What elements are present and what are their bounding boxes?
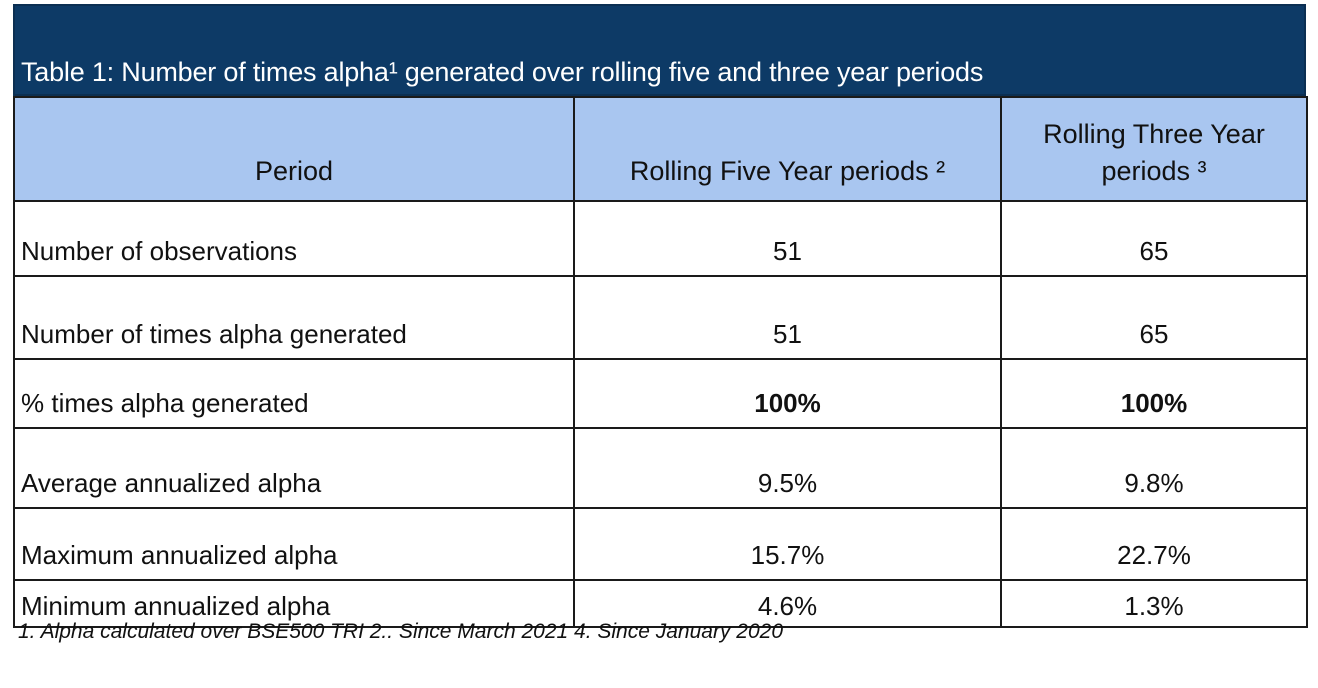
- row-label: Number of observations: [13, 200, 575, 277]
- header-five-year: Rolling Five Year periods ²: [573, 96, 1002, 202]
- five-year-value: 51: [573, 275, 1002, 360]
- table-title-bar: Table 1: Number of times alpha¹ generate…: [13, 4, 1306, 96]
- row-label: Average annualized alpha: [13, 427, 575, 509]
- table-row: Minimum annualized alpha 4.6% 1.3%: [13, 579, 1308, 628]
- row-label: Maximum annualized alpha: [13, 507, 575, 581]
- three-year-value: 9.8%: [1000, 427, 1308, 509]
- table-row: Maximum annualized alpha 15.7% 22.7%: [13, 507, 1308, 581]
- header-three-year: Rolling Three Year periods ³: [1000, 96, 1308, 202]
- three-year-value: 100%: [1000, 358, 1308, 429]
- five-year-value: 4.6%: [573, 579, 1002, 628]
- table-row: Number of times alpha generated 51 65: [13, 275, 1308, 360]
- table-row: % times alpha generated 100% 100%: [13, 358, 1308, 429]
- five-year-value: 9.5%: [573, 427, 1002, 509]
- table-row: Average annualized alpha 9.5% 9.8%: [13, 427, 1308, 509]
- alpha-table: Period Rolling Five Year periods ² Rolli…: [13, 96, 1308, 628]
- header-three-year-line2: periods ³: [1101, 156, 1207, 186]
- five-year-value: 51: [573, 200, 1002, 277]
- row-label: Number of times alpha generated: [13, 275, 575, 360]
- header-row: Period Rolling Five Year periods ² Rolli…: [13, 96, 1308, 202]
- header-three-year-line1: Rolling Three Year: [1043, 119, 1265, 149]
- header-period: Period: [13, 96, 575, 202]
- five-year-value: 100%: [573, 358, 1002, 429]
- three-year-value: 1.3%: [1000, 579, 1308, 628]
- three-year-value: 65: [1000, 200, 1308, 277]
- three-year-value: 22.7%: [1000, 507, 1308, 581]
- table-title: Table 1: Number of times alpha¹ generate…: [21, 57, 984, 87]
- table-row: Number of observations 51 65: [13, 200, 1308, 277]
- table-footnote: 1. Alpha calculated over BSE500 TRI 2.. …: [18, 620, 784, 643]
- alpha-table-container: Table 1: Number of times alpha¹ generate…: [13, 4, 1308, 628]
- row-label: % times alpha generated: [13, 358, 575, 429]
- row-label: Minimum annualized alpha: [13, 579, 575, 628]
- three-year-value: 65: [1000, 275, 1308, 360]
- five-year-value: 15.7%: [573, 507, 1002, 581]
